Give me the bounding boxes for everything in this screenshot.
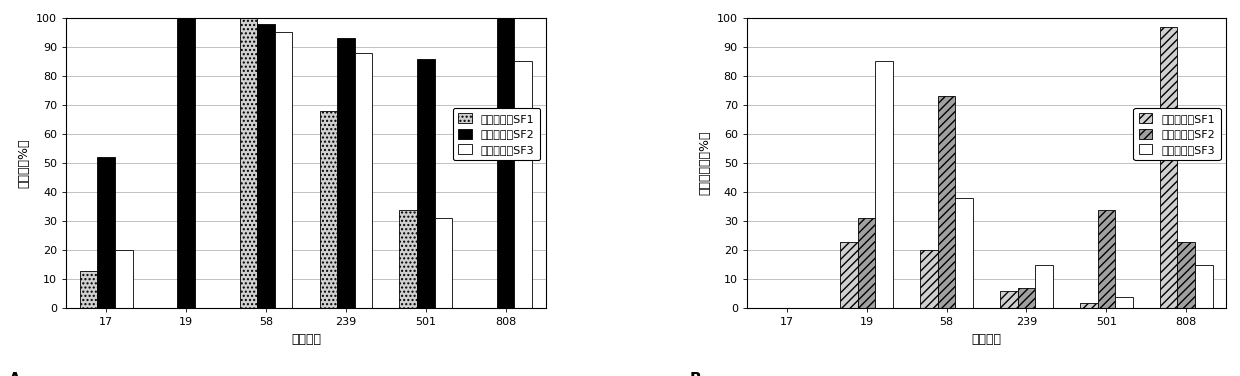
Bar (98, 157, 115, 308)
Bar (1115, 297, 1132, 308)
Bar (355, 53, 372, 308)
Bar (1178, 241, 1195, 308)
Text: B: B (689, 372, 701, 376)
Bar (275, 32, 293, 308)
Bar (920, 250, 937, 308)
Legend: 分化培养基SF1, 分化培养基SF2, 分化培养基SF3: 分化培养基SF1, 分化培养基SF2, 分化培养基SF3 (453, 108, 539, 160)
Bar (1035, 265, 1053, 308)
Bar (937, 96, 955, 308)
Y-axis label: 分化率（%）: 分化率（%） (17, 138, 31, 188)
Bar (177, 18, 195, 308)
Bar (115, 250, 133, 308)
Bar (417, 59, 434, 308)
Legend: 分化培养基SF1, 分化培养基SF2, 分化培养基SF3: 分化培养基SF1, 分化培养基SF2, 分化培养基SF3 (1133, 108, 1220, 160)
Bar (1097, 209, 1115, 308)
Y-axis label: 高频分化率（%）: 高频分化率（%） (698, 131, 712, 196)
Bar (1159, 27, 1178, 308)
Bar (955, 198, 973, 308)
Bar (515, 61, 532, 308)
Text: A: A (9, 372, 21, 376)
Bar (858, 218, 875, 308)
Bar (1080, 303, 1097, 308)
Bar (497, 18, 515, 308)
Bar (337, 38, 355, 308)
Bar (1018, 288, 1035, 308)
Bar (841, 241, 858, 308)
X-axis label: 水稻品系: 水稻品系 (291, 333, 321, 346)
Bar (875, 61, 893, 308)
Bar (434, 218, 453, 308)
Bar (1195, 265, 1213, 308)
Bar (239, 18, 257, 308)
Bar (79, 271, 98, 308)
Bar (1001, 291, 1018, 308)
X-axis label: 水稻品系: 水稻品系 (971, 333, 1002, 346)
Bar (257, 24, 275, 308)
Bar (399, 209, 417, 308)
Bar (320, 111, 337, 308)
